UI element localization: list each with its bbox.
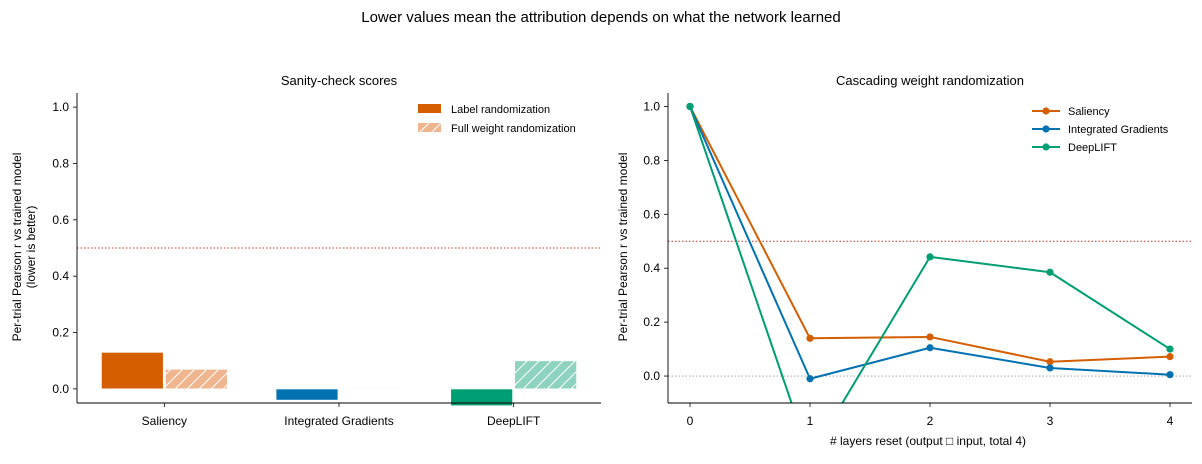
legend-label-label-randomization: Label randomization xyxy=(451,104,550,116)
point-deeplift-3 xyxy=(1046,268,1054,276)
figure-suptitle: Lower values mean the attribution depend… xyxy=(361,9,840,26)
legend-label-full-weight-randomization: Full weight randomization xyxy=(451,123,576,135)
point-deeplift-4 xyxy=(1166,345,1174,353)
bar-chart-x-tick-label: Saliency xyxy=(142,414,187,428)
point-saliency-2 xyxy=(926,333,934,341)
line-chart-y-tick-label: 0.6 xyxy=(643,207,660,221)
legend-label-saliency: Saliency xyxy=(1068,106,1110,118)
bar-chart-y-tick-label: 0.4 xyxy=(52,269,69,283)
bar-chart-y-tick-label: 0.2 xyxy=(52,326,69,340)
line-chart-y-tick-label: 1.0 xyxy=(643,99,660,113)
line-chart-x-ticks: 0 1 2 3 4 xyxy=(687,403,1174,428)
legend-swatch-hatch xyxy=(418,123,441,132)
legend-marker-integrated-gradients xyxy=(1032,125,1060,133)
bar-chart-y-axis-label-note: (lower is better) xyxy=(24,206,38,289)
line-chart-title: Cascading weight randomization xyxy=(836,73,1024,88)
line-chart-y-ticks: 0.0 0.2 0.4 0.6 0.8 1.0 xyxy=(643,99,668,383)
bar-chart-x-ticks: Saliency Integrated Gradients DeepLIFT xyxy=(142,403,541,428)
bar-deeplift-label-randomization xyxy=(450,388,514,407)
line-chart-x-tick-label: 4 xyxy=(1167,414,1174,428)
line-chart-y-axis-label: Per-trial Pearson r vs trained model xyxy=(616,153,630,342)
bar-integrated-gradients-full-weight-randomization xyxy=(339,387,403,390)
legend-marker-deeplift xyxy=(1032,143,1060,151)
legend-swatch-label-randomization xyxy=(418,104,441,113)
point-integrated-gradients-3 xyxy=(1046,364,1054,372)
bar-chart-y-tick-label: 0.8 xyxy=(52,156,69,170)
legend-marker-saliency xyxy=(1032,107,1060,115)
point-deeplift-1 xyxy=(806,453,813,459)
bar-chart-y-tick-label: 1.0 xyxy=(52,100,69,114)
point-saliency-4 xyxy=(1166,353,1174,361)
point-saliency-3 xyxy=(1046,358,1054,366)
legend-dot xyxy=(1042,107,1050,115)
bar-saliency-label-randomization xyxy=(100,351,164,390)
point-integrated-gradients-1 xyxy=(806,375,814,383)
legend-label-deeplift: DeepLIFT xyxy=(1068,142,1117,154)
bar-chart-y-ticks: 0.0 0.2 0.4 0.6 0.8 1.0 xyxy=(52,100,77,396)
legend-dot xyxy=(1042,125,1050,133)
bar-chart-x-tick-label: DeepLIFT xyxy=(487,414,541,428)
line-chart-x-axis-label: # layers reset (output □ input, total 4) xyxy=(830,434,1026,448)
point-deeplift-0 xyxy=(686,102,694,111)
point-integrated-gradients-4 xyxy=(1166,371,1174,379)
bar-chart-panel: Sanity-check scores 0.0 0.2 0.4 0.6 0.8 1.0 S… xyxy=(10,73,601,428)
bar-chart-x-tick-label: Integrated Gradients xyxy=(284,414,393,428)
line-chart-x-tick-label: 1 xyxy=(807,414,814,428)
point-deeplift-2 xyxy=(926,253,934,261)
bar-chart-y-axis-label: Per-trial Pearson r vs trained model xyxy=(10,153,24,342)
line-chart-series-group xyxy=(686,102,1174,459)
line-chart-panel: Cascading weight randomization 0.0 0.2 0.4… xyxy=(616,73,1192,459)
bar-chart-legend: Label randomization Full weight randomiz… xyxy=(418,104,576,135)
legend-swatch-full-weight-randomization xyxy=(418,123,441,132)
bar-integrated-gradients-label-randomization xyxy=(275,388,339,401)
legend-dot xyxy=(1042,143,1050,151)
point-integrated-gradients-2 xyxy=(926,344,934,352)
point-saliency-1 xyxy=(806,334,814,342)
line-chart-y-tick-label: 0.4 xyxy=(643,261,660,275)
bar-chart-y-tick-label: 0.6 xyxy=(52,213,69,227)
legend-label-integrated-gradients: Integrated Gradients xyxy=(1068,124,1169,136)
line-chart-y-tick-label: 0.8 xyxy=(643,153,660,167)
bar-chart-plot-area xyxy=(76,93,601,407)
bar-saliency-full-weight-randomization xyxy=(164,368,228,390)
line-chart-legend: Saliency Integrated Gradients DeepLIFT xyxy=(1032,106,1169,154)
bar-chart-title: Sanity-check scores xyxy=(281,73,398,88)
bar-chart-y-tick-label: 0.0 xyxy=(52,382,69,396)
line-chart-plot-area xyxy=(667,93,1192,459)
line-chart-y-tick-label: 0.0 xyxy=(643,369,660,383)
bar-deeplift-full-weight-randomization xyxy=(514,360,578,390)
line-chart-x-tick-label: 3 xyxy=(1047,414,1054,428)
line-chart-y-tick-label: 0.2 xyxy=(643,315,660,329)
line-chart-x-tick-label: 0 xyxy=(687,414,694,428)
line-chart-x-tick-label: 2 xyxy=(927,414,934,428)
